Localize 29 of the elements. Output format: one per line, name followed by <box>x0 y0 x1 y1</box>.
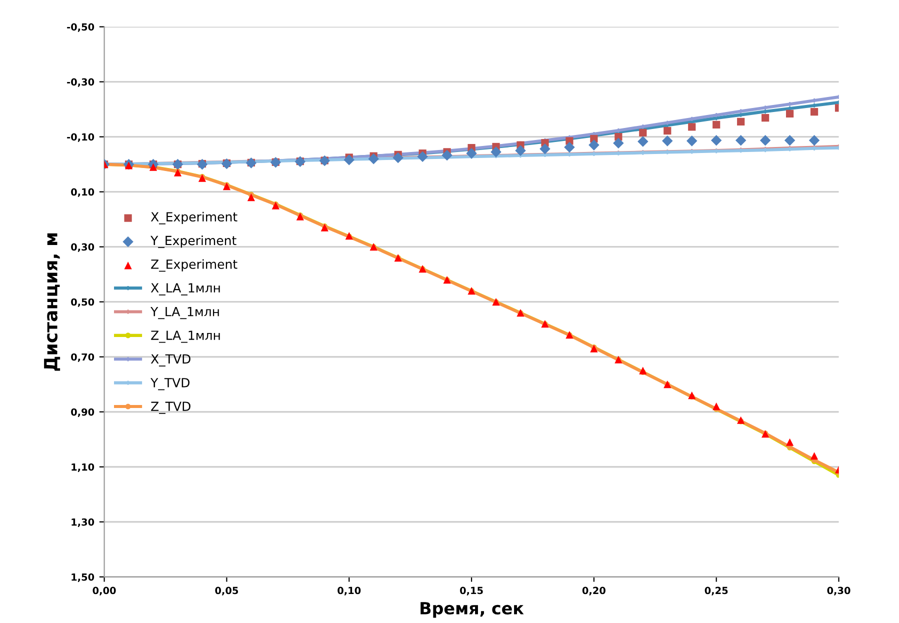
y-tick-label: 0,70 <box>71 353 94 362</box>
x-tick-label: 0,05 <box>215 586 238 596</box>
x-tick-label: 0,15 <box>460 586 483 596</box>
legend-label: Y_Experiment <box>150 236 236 248</box>
legend-label: X_TVD <box>150 354 190 366</box>
y-axis-title: Дистанция, м <box>44 233 60 371</box>
legend-label: Z_TVD <box>151 402 190 414</box>
legend-label: X_LA_1млн <box>150 283 220 296</box>
x-tick-label: 0,20 <box>582 586 606 596</box>
y-tick-label: 0,10 <box>71 188 94 197</box>
x-axis-title: Время, сек <box>420 602 524 618</box>
legend-label: Y_TVD <box>150 378 190 390</box>
y-tick-label: -0,30 <box>67 78 94 87</box>
y-tick-label: 1,10 <box>72 463 94 472</box>
x-tick-label: 0,30 <box>827 586 850 596</box>
y-tick-label: -0,10 <box>67 133 94 142</box>
y-tick-label: 0,50 <box>71 298 94 307</box>
legend-label: X_Experiment <box>150 212 238 224</box>
x-tick-label: 0,00 <box>92 586 116 596</box>
y-tick-label: 1,50 <box>72 573 94 582</box>
y-tick-label: 0,30 <box>71 243 94 252</box>
y-tick-label: -0,50 <box>67 23 94 32</box>
x-tick-label: 0,25 <box>704 586 728 596</box>
y-tick-label: 1,30 <box>72 518 94 527</box>
y-tick-label: 0,90 <box>71 408 94 417</box>
x-tick-label: 0,10 <box>338 586 361 596</box>
legend-label: Z_LA_1млн <box>151 330 220 343</box>
legend-label: Z_Experiment <box>151 259 238 272</box>
legend-label: Y_LA_1млн <box>150 307 219 320</box>
